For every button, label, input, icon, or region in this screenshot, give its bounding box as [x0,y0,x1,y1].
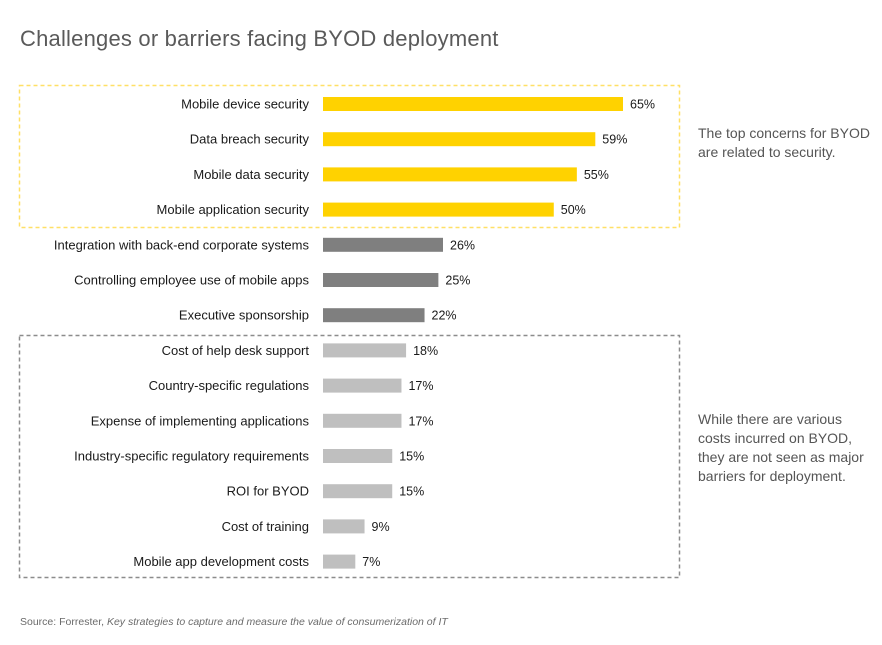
value-label-mobile-application-security: 50% [561,203,586,217]
category-label-roi-for-byod: ROI for BYOD [227,484,309,499]
category-label-cost-of-help-desk-support: Cost of help desk support [162,343,310,358]
cost-group-box [18,334,681,579]
bar-expense-of-implementing-applications [323,413,402,428]
security-note: The top concerns for BYOD are related to… [698,125,870,160]
value-label-industry-specific-regulatory-requirements: 15% [399,450,424,464]
value-label-country-specific-regulations: 17% [408,379,433,393]
category-label-expense-of-implementing-applications: Expense of implementing applications [91,413,310,428]
bar-integration-with-back-end-corporate-systems [323,237,443,252]
bar-cost-of-training [323,519,365,534]
value-label-mobile-data-security: 55% [584,168,609,182]
value-label-mobile-app-development-costs: 7% [362,555,380,569]
category-label-country-specific-regulations: Country-specific regulations [149,378,310,393]
value-label-data-breach-security: 59% [602,133,627,147]
source-note: Source: Forrester, Key strategies to cap… [20,616,448,628]
bar-country-specific-regulations [323,378,402,393]
source-prefix: Source: Forrester, [20,616,105,628]
value-label-expense-of-implementing-applications: 17% [408,414,433,428]
category-label-integration-with-back-end-corporate-systems: Integration with back-end corporate syst… [54,237,310,252]
bar-roi-for-byod [323,484,393,499]
bar-controlling-employee-use-of-mobile-apps [323,273,439,287]
bar-industry-specific-regulatory-requirements [323,449,393,463]
value-label-integration-with-back-end-corporate-systems: 26% [450,238,475,252]
category-label-data-breach-security: Data breach security [190,132,310,147]
cost-note: While there are various costs incurred o… [698,411,864,484]
bar-mobile-app-development-costs [323,554,356,569]
category-label-industry-specific-regulatory-requirements: Industry-specific regulatory requirement… [74,449,309,464]
bar-mobile-application-security [323,202,554,217]
value-label-controlling-employee-use-of-mobile-apps: 25% [445,274,470,288]
category-label-mobile-device-security: Mobile device security [181,97,309,112]
page-title: Challenges or barriers facing BYOD deplo… [20,26,499,51]
value-label-executive-sponsorship: 22% [432,309,457,323]
category-label-mobile-app-development-costs: Mobile app development costs [133,554,309,569]
category-label-mobile-application-security: Mobile application security [157,202,310,217]
value-label-mobile-device-security: 65% [630,98,655,112]
value-label-roi-for-byod: 15% [399,485,424,499]
value-label-cost-of-training: 9% [372,520,390,534]
source-report: Key strategies to capture and measure th… [106,616,448,628]
category-label-mobile-data-security: Mobile data security [193,167,309,182]
bar-executive-sponsorship [323,308,425,323]
security-group-box [18,84,681,229]
bar-mobile-data-security [323,167,577,182]
bar-cost-of-help-desk-support [323,343,407,358]
bars-group: Mobile device security 65% Data breach sec… [54,97,655,570]
category-label-controlling-employee-use-of-mobile-apps: Controlling employee use of mobile apps [74,273,309,288]
bar-data-breach-security [323,132,596,147]
value-label-cost-of-help-desk-support: 18% [413,344,438,358]
bar-mobile-device-security [323,97,623,111]
category-label-cost-of-training: Cost of training [222,519,309,534]
category-label-executive-sponsorship: Executive sponsorship [179,308,309,323]
